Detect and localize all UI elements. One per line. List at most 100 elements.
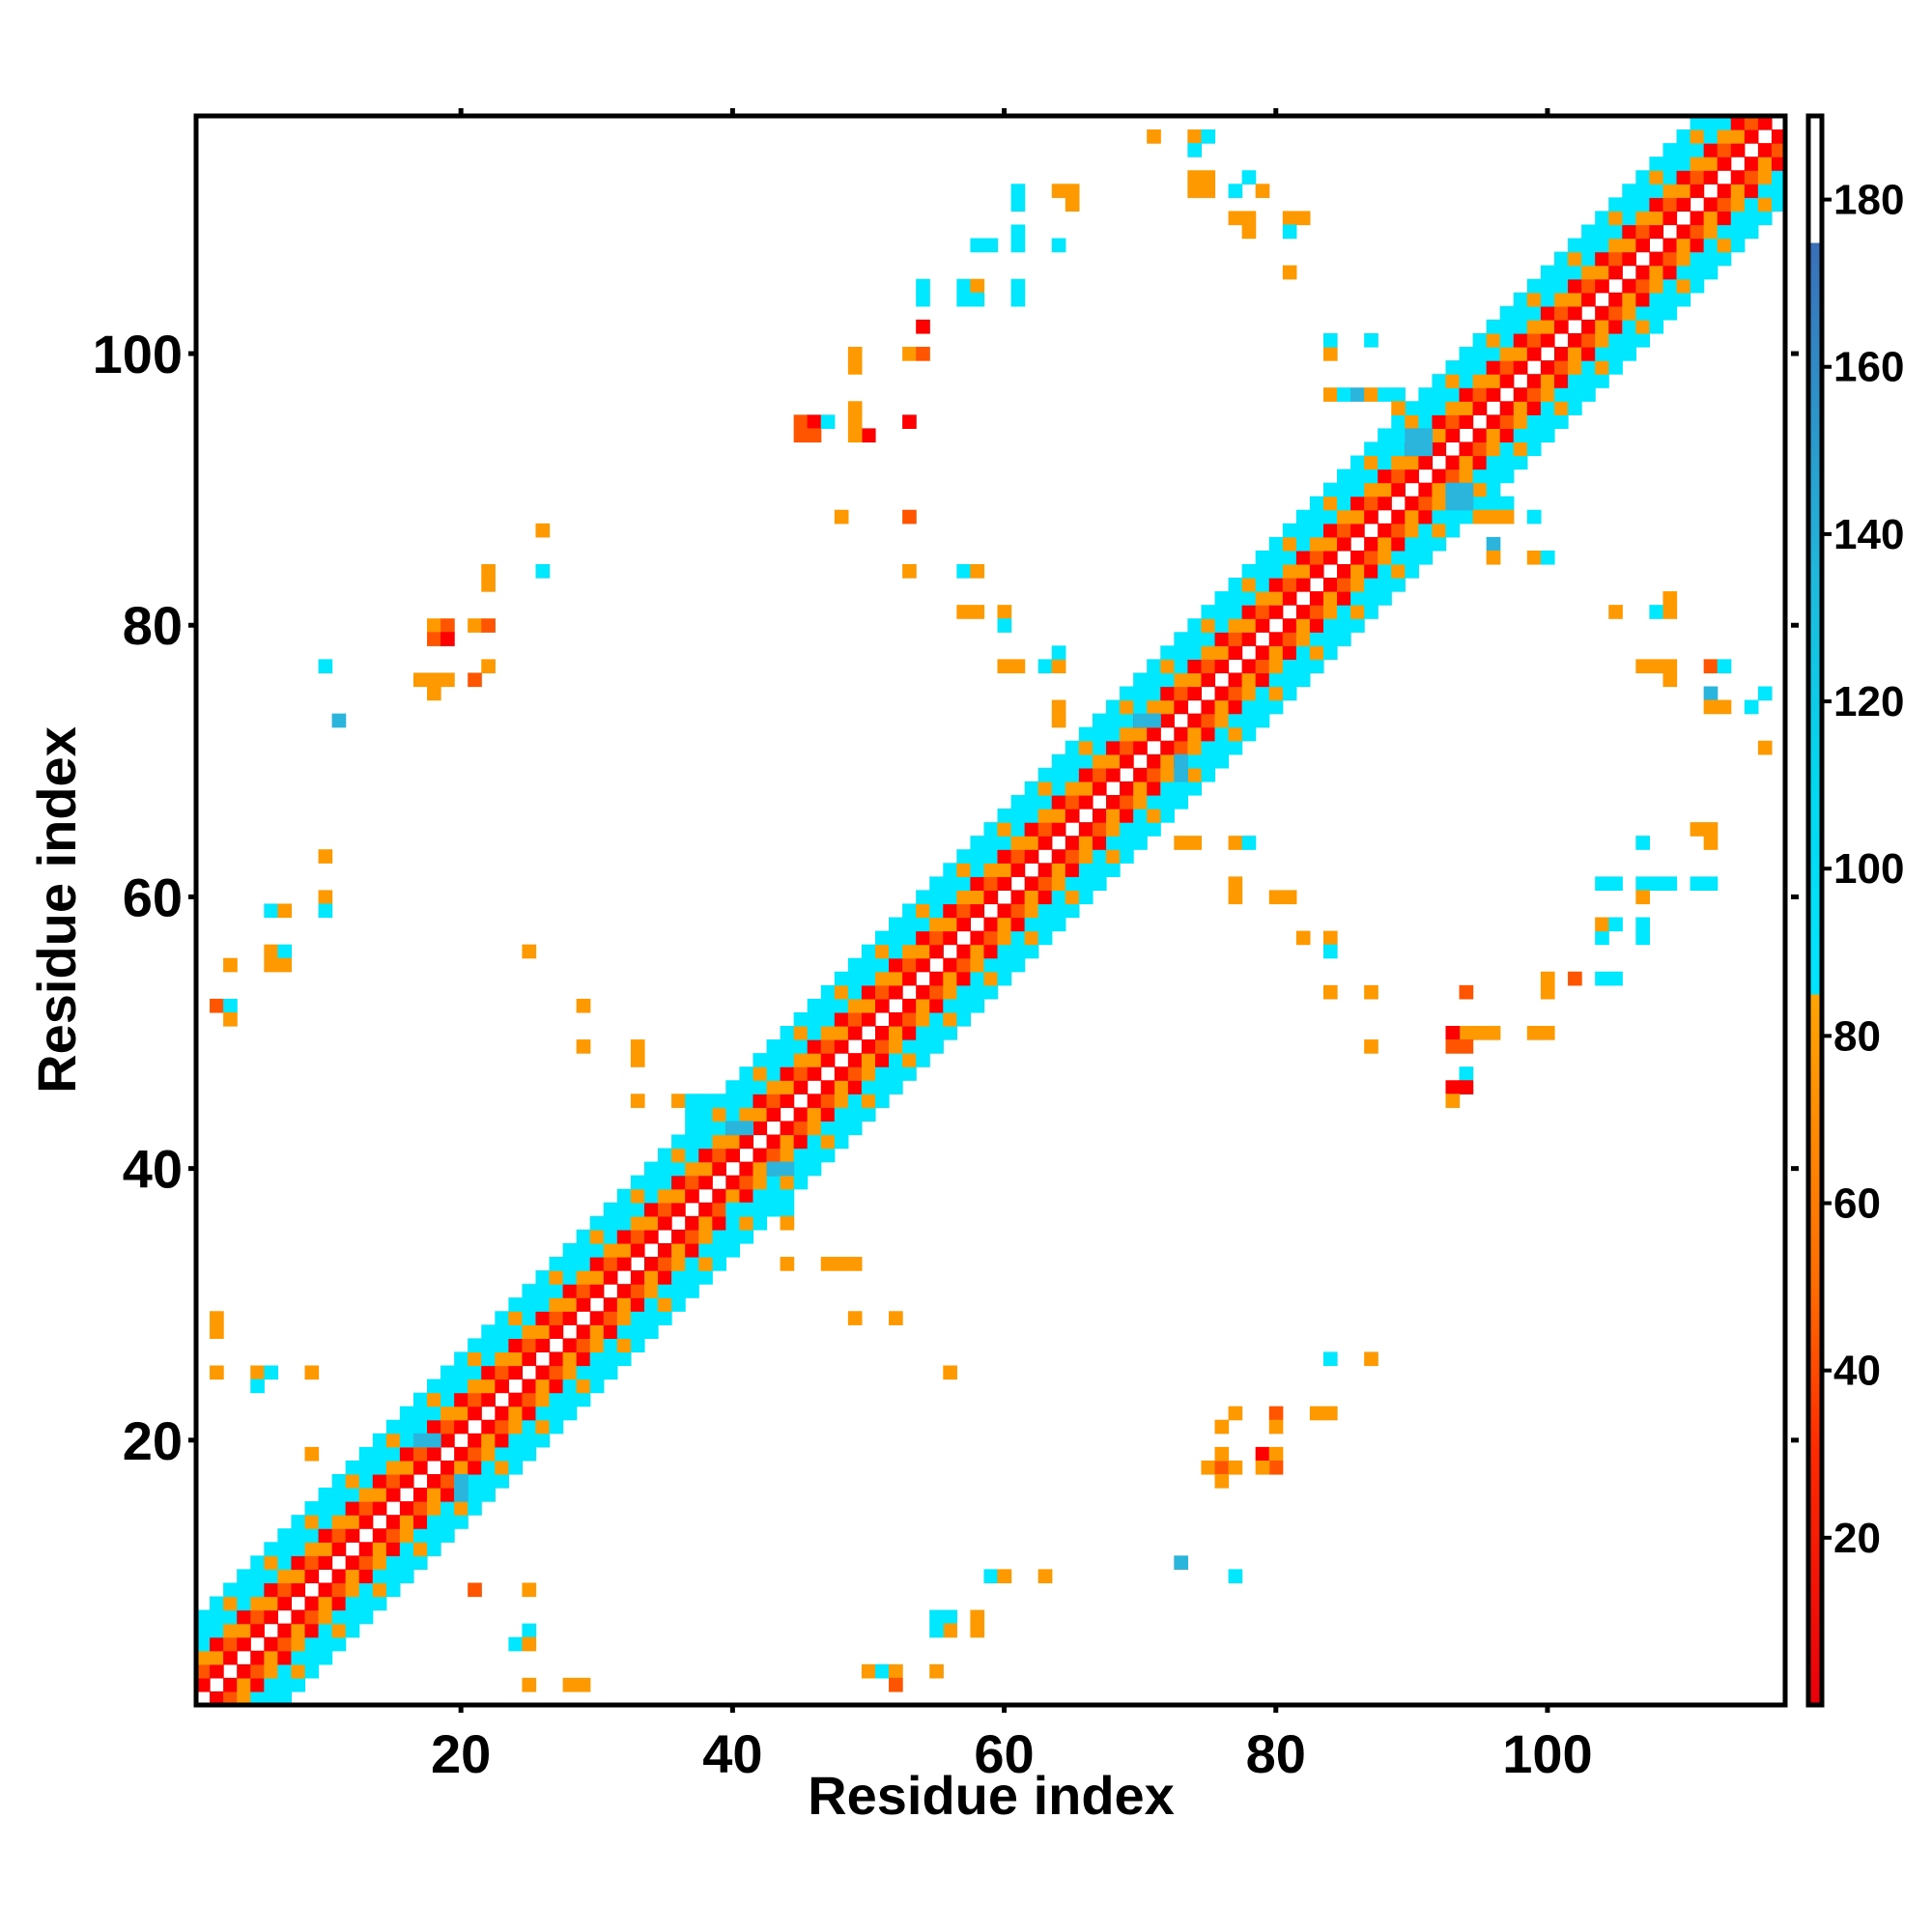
heatmap-cell [861, 944, 876, 959]
heatmap-cell [1418, 387, 1434, 402]
heatmap-cell [1445, 360, 1461, 375]
heatmap-cell [1364, 605, 1378, 619]
heatmap-cell [1568, 278, 1582, 294]
heatmap-cell [1350, 523, 1365, 538]
heatmap-cell [630, 1229, 645, 1244]
heatmap-cell [264, 1677, 278, 1692]
heatmap-cell [1065, 197, 1080, 213]
heatmap-cell [1703, 822, 1719, 837]
heatmap-cell [481, 1488, 496, 1502]
heatmap-cell [427, 1419, 441, 1435]
heatmap-cell [929, 917, 944, 932]
heatmap-cell [916, 957, 930, 973]
heatmap-cell [1106, 699, 1121, 715]
heatmap-cell [766, 1066, 781, 1081]
heatmap-cell [264, 1555, 278, 1570]
heatmap-cell [372, 1596, 387, 1611]
heatmap-cell [1228, 890, 1243, 905]
heatmap-cell [331, 1636, 347, 1652]
heatmap-cell [1581, 360, 1596, 375]
heatmap-cell [454, 1473, 469, 1489]
heatmap-cell [495, 1406, 509, 1421]
heatmap-cell [237, 1569, 251, 1584]
heatmap-cell [427, 632, 441, 646]
heatmap-cell [535, 1392, 551, 1407]
heatmap-cell [1364, 536, 1378, 552]
heatmap-cell [889, 971, 903, 986]
heatmap-cell [223, 1677, 238, 1692]
heatmap-cell [1051, 659, 1066, 674]
heatmap-cell [1241, 605, 1257, 619]
heatmap-cell [237, 1609, 251, 1625]
heatmap-cell [1350, 563, 1365, 579]
heatmap-cell [1459, 414, 1474, 429]
heatmap-cell [1391, 536, 1406, 552]
heatmap-cell [1322, 618, 1338, 633]
heatmap-cell [739, 1066, 754, 1081]
heatmap-cell [1553, 387, 1569, 402]
heatmap-cell [902, 957, 917, 973]
heatmap-cell [956, 903, 972, 919]
heatmap-cell [1568, 292, 1582, 307]
heatmap-cell [1635, 292, 1650, 307]
heatmap-cell [1581, 374, 1596, 388]
heatmap-cell [793, 1148, 809, 1163]
heatmap-cell [916, 890, 930, 905]
heatmap-cell [1187, 170, 1203, 185]
heatmap-cell [1649, 605, 1664, 619]
heatmap-cell [780, 1202, 795, 1217]
heatmap-cell [1350, 455, 1365, 470]
heatmap-cell [943, 1026, 957, 1040]
heatmap-cell [997, 836, 1012, 850]
heatmap-cell [1255, 645, 1270, 660]
heatmap-cell [1499, 509, 1515, 525]
heatmap-cell [264, 1542, 278, 1556]
heatmap-cell [1065, 849, 1080, 864]
heatmap-cell [916, 984, 930, 1000]
heatmap-cell [589, 1215, 605, 1231]
heatmap-cell [1364, 984, 1378, 1000]
heatmap-cell [1391, 401, 1406, 415]
heatmap-cell [1459, 441, 1474, 457]
heatmap-cell [385, 1419, 401, 1435]
heatmap-cell [1337, 591, 1351, 606]
heatmap-cell [1635, 305, 1650, 321]
colorbar-tick-label: 20 [1833, 1515, 1881, 1562]
heatmap-cell [331, 1623, 347, 1638]
heatmap-cell [630, 1338, 645, 1353]
heatmap-cell [495, 1311, 509, 1325]
heatmap-cell [1595, 360, 1609, 375]
heatmap-cell [454, 1406, 469, 1421]
heatmap-cell [1174, 767, 1188, 782]
heatmap-cell [522, 1406, 537, 1421]
heatmap-cell [671, 1161, 686, 1177]
heatmap-cell [630, 1242, 645, 1258]
heatmap-cell [508, 1365, 524, 1380]
heatmap-cell [1486, 319, 1501, 334]
heatmap-cell [1662, 292, 1678, 307]
heatmap-cell [916, 347, 930, 361]
heatmap-cell [725, 1121, 740, 1136]
heatmap-cell [1378, 523, 1392, 538]
heatmap-cell [1499, 428, 1515, 443]
heatmap-cell [793, 1066, 809, 1081]
heatmap-cell [1676, 224, 1691, 240]
heatmap-cell [1255, 659, 1270, 674]
heatmap-cell [1513, 455, 1528, 470]
heatmap-cell [1635, 170, 1650, 185]
heatmap-cell [1268, 605, 1284, 619]
heatmap-cell [440, 1392, 455, 1407]
heatmap-cell [1553, 251, 1569, 267]
heatmap-cell [535, 1284, 551, 1298]
heatmap-cell [685, 1107, 699, 1122]
heatmap-cell [412, 1501, 428, 1516]
heatmap-cell [318, 849, 333, 864]
heatmap-cell [562, 1297, 578, 1312]
heatmap-cell [834, 971, 849, 986]
heatmap-cell [318, 903, 333, 919]
heatmap-cell [210, 1690, 224, 1706]
heatmap-cell [358, 1596, 374, 1611]
heatmap-cell [210, 1636, 224, 1652]
heatmap-cell [616, 1257, 632, 1271]
